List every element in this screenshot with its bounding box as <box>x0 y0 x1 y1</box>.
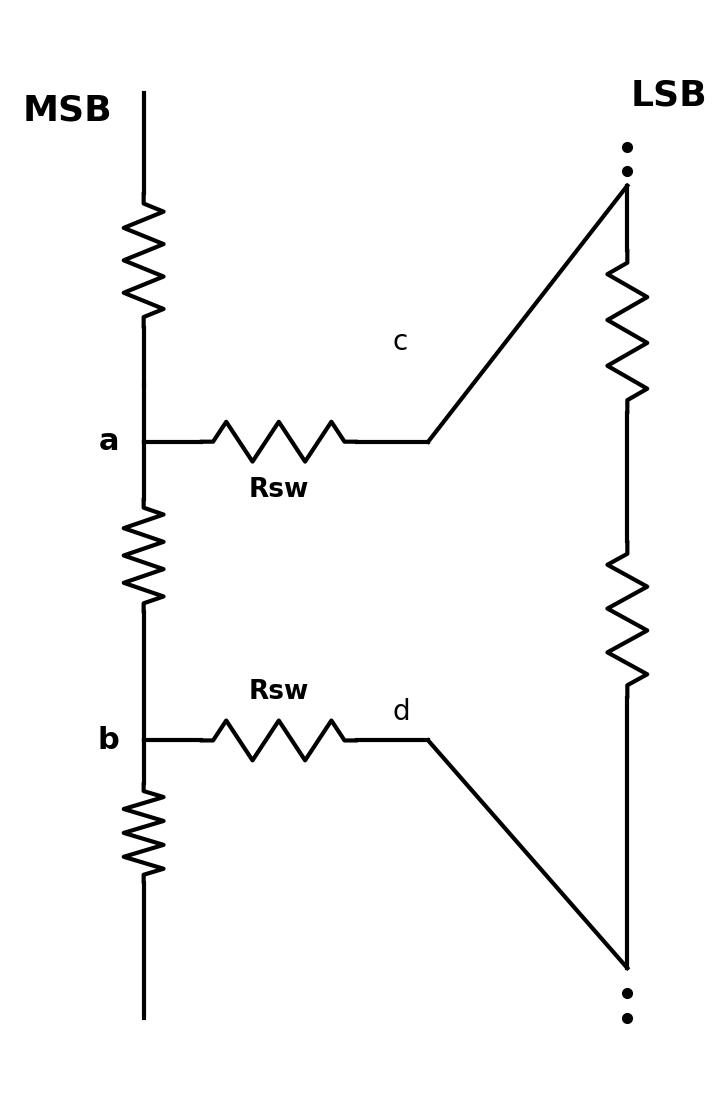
Text: b: b <box>97 725 119 755</box>
Text: Rsw: Rsw <box>248 478 309 503</box>
Text: MSB: MSB <box>23 93 113 127</box>
Text: LSB: LSB <box>631 79 708 113</box>
Text: d: d <box>393 698 410 727</box>
Text: a: a <box>98 428 119 457</box>
Text: c: c <box>393 329 408 357</box>
Text: Rsw: Rsw <box>248 679 309 704</box>
